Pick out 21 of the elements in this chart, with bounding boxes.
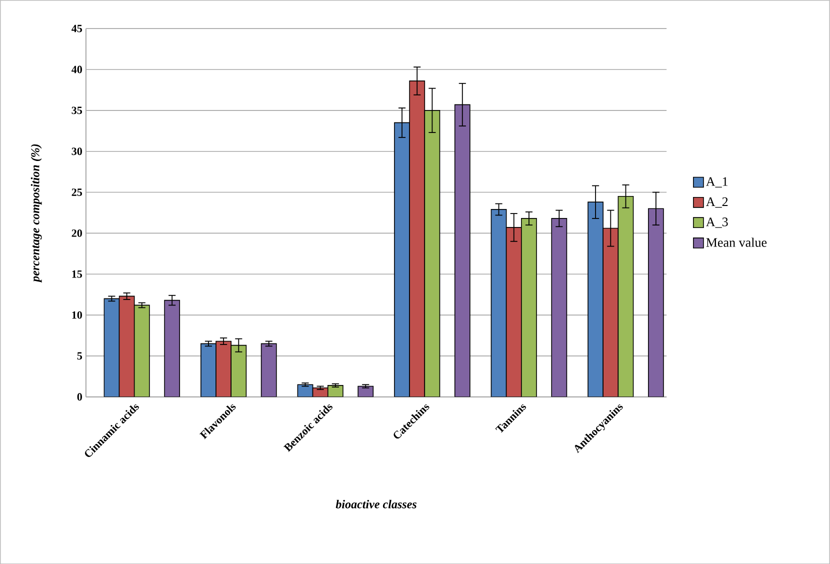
bar (648, 208, 664, 397)
y-tick-label: 40 (72, 66, 82, 74)
x-axis-title: bioactive classes (336, 500, 416, 508)
legend-label: A_2 (706, 197, 728, 208)
legend-label: A_1 (706, 177, 728, 188)
y-tick-label: 25 (72, 188, 82, 196)
y-axis-title: percentage composition (%) (30, 144, 42, 283)
y-tick-label: 10 (72, 311, 82, 319)
y-tick-label: 15 (72, 270, 82, 278)
bar (260, 343, 277, 397)
bar (164, 300, 180, 397)
bar (454, 104, 470, 397)
legend-label: Mean value (706, 238, 767, 247)
y-tick-label: 5 (77, 352, 82, 360)
y-tick-label: 0 (77, 393, 82, 400)
y-tick-label: 20 (72, 229, 82, 237)
y-tick-label: 35 (72, 106, 82, 114)
y-tick-label: 30 (72, 147, 82, 155)
bar (551, 218, 568, 397)
legend-label: A_3 (706, 217, 728, 228)
y-tick-label: 45 (72, 24, 82, 32)
